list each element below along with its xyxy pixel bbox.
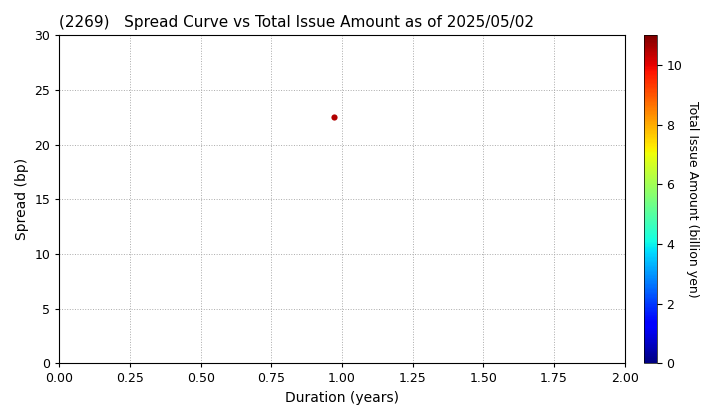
Point	[328, 114, 339, 121]
X-axis label: Duration (years): Duration (years)	[285, 391, 399, 405]
Y-axis label: Total Issue Amount (billion yen): Total Issue Amount (billion yen)	[686, 101, 699, 298]
Y-axis label: Spread (bp): Spread (bp)	[15, 158, 29, 240]
Text: (2269)   Spread Curve vs Total Issue Amount as of 2025/05/02: (2269) Spread Curve vs Total Issue Amoun…	[60, 15, 534, 30]
